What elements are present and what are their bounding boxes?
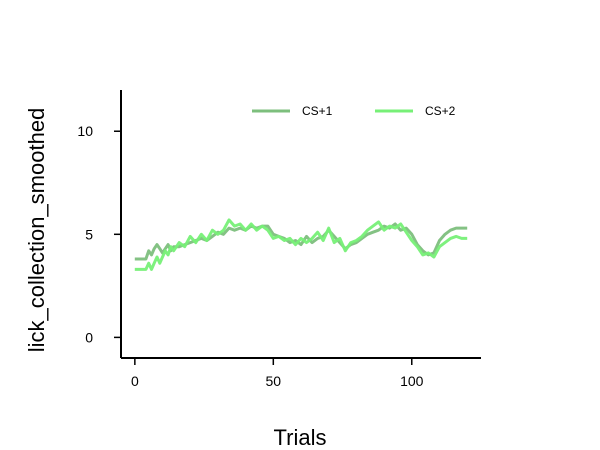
y-tick-label: 5	[85, 226, 93, 242]
y-axis-title: lick_collection_smoothed	[24, 108, 49, 353]
legend-label-1: CS+1	[302, 104, 333, 118]
ticks: 0 50 100 0 5 10	[77, 123, 423, 389]
x-axis-title: Trials	[274, 425, 327, 450]
x-tick-label: 50	[266, 373, 282, 389]
legend-label-2: CS+2	[425, 104, 456, 118]
plot-lines	[134, 218, 468, 271]
y-tick-label: 0	[85, 329, 93, 345]
legend: CS+1 CS+2	[252, 104, 456, 118]
axes	[120, 90, 481, 359]
series-line-1	[134, 222, 468, 261]
series-line-2	[134, 218, 468, 271]
x-tick-label: 0	[131, 373, 139, 389]
x-tick-label: 100	[400, 373, 424, 389]
y-tick-label: 10	[77, 123, 93, 139]
